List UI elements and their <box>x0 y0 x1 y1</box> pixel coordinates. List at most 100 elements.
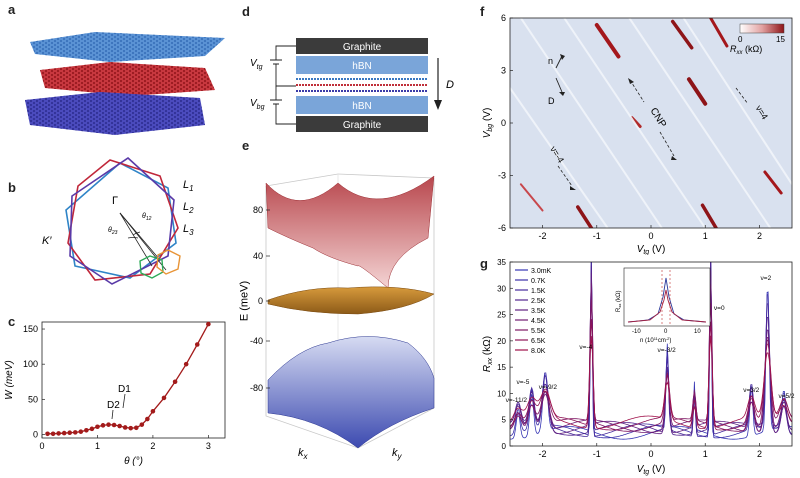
f-faint-feature <box>520 18 663 228</box>
c-data-point <box>117 423 122 429</box>
g-series-5.5K <box>510 299 792 432</box>
panel-e: e -80 -40 0 40 80 E (meV) kx ky <box>238 138 478 478</box>
c-series-line <box>47 323 209 435</box>
heatmap-background <box>510 18 792 228</box>
g-series-8.0K <box>510 335 792 429</box>
inset-ylabel: R <box>616 307 622 312</box>
e-ztick-label: 0 <box>258 296 263 306</box>
f-xtick-label: -1 <box>593 231 601 241</box>
bottom-graphite-layer <box>296 116 428 132</box>
colorbar <box>739 23 785 34</box>
c-ytick-label: 150 <box>23 324 38 334</box>
c-data-point <box>45 431 50 437</box>
inset-xtick-pos: 10 <box>694 329 701 335</box>
D2-annotation: D2 <box>107 400 120 411</box>
top-hbn-layer <box>296 56 428 74</box>
g-annotation: ν=5/2 <box>778 393 794 400</box>
g-legend-label: 8.0K <box>531 348 546 355</box>
c-xtick-label: 1 <box>95 441 100 451</box>
e-zlabel: E (meV) <box>239 281 251 321</box>
colorbar-max: 15 <box>776 35 785 44</box>
c-data-point <box>161 395 167 401</box>
colorbar-label: R <box>730 44 737 54</box>
c-ytick-label: 0 <box>33 429 38 439</box>
g-series-6.5K <box>510 319 792 431</box>
c-plot-frame <box>41 321 226 439</box>
g-annotation: ν=3/2 <box>743 387 759 394</box>
c-data-point <box>56 431 61 436</box>
n-arrow-label: n <box>548 56 553 66</box>
g-annotation: ν=-5 <box>517 379 530 386</box>
c-data-point <box>72 430 78 435</box>
inset-xtick-neg: -10 <box>632 329 641 335</box>
svg-text:kx: kx <box>298 447 309 461</box>
c-data-point <box>67 430 73 436</box>
f-resistance-peak <box>594 23 621 59</box>
L3-label: L <box>183 223 189 235</box>
g-legend-label: 3.5K <box>531 308 546 315</box>
g-legend-label: 3.0mK <box>531 268 552 275</box>
g-xtick-label: 1 <box>703 449 708 459</box>
gamma-label: Γ <box>112 195 118 207</box>
L1-label: L <box>183 179 189 191</box>
bz-hexagon-red <box>67 159 179 281</box>
g-series-1.5K <box>510 262 792 437</box>
D-arrow-label: D <box>548 96 555 106</box>
c-data-point <box>172 379 178 385</box>
band-structure-3d-plot: -80 -40 0 40 80 E (meV) kx ky <box>239 173 435 461</box>
c-data-point <box>78 429 84 434</box>
svg-text:L3: L3 <box>183 223 194 237</box>
panel-label-c: c <box>8 314 16 329</box>
c-data-point <box>111 422 117 428</box>
f-faint-feature <box>682 18 792 185</box>
colorbar-min: 0 <box>738 35 743 44</box>
g-annotation: ν=-11/2 <box>506 397 528 404</box>
g-legend-label: 0.7K <box>531 278 546 285</box>
bz-hexagon-purple <box>69 156 175 285</box>
f-resistance-peak <box>763 170 783 195</box>
brillouin-zone-diagram: Γ K′ L1 L2 L3 θ12 θ23 <box>42 156 194 285</box>
svg-text:Rxx (kΩ): Rxx (kΩ) <box>616 291 622 313</box>
device-stack-schematic: Graphite hBN hBN Graphite Vtg Vbg D <box>250 38 454 132</box>
c-data-point <box>84 427 89 433</box>
panel-label-a: a <box>8 2 16 17</box>
g-series-4.5K <box>510 283 792 433</box>
f-faint-feature <box>628 18 772 228</box>
g-legend-label: 5.5K <box>531 328 546 335</box>
c-data-point <box>194 342 200 347</box>
c-data-point <box>95 424 100 430</box>
displacement-field-label: D <box>446 79 454 91</box>
c-data-point <box>50 431 56 437</box>
vbg-label: V <box>250 98 258 109</box>
c-xtick-label: 2 <box>150 441 155 451</box>
top-hbn-label: hBN <box>352 61 371 72</box>
panel-label-b: b <box>8 180 16 195</box>
g-ytick-label: 30 <box>497 284 506 293</box>
f-xtick-label: 1 <box>703 231 708 241</box>
c-data-point <box>106 422 111 427</box>
panel-d: d Graphite hBN hBN Graphite Vtg Vbg D <box>238 0 478 140</box>
c-data-point <box>89 426 95 432</box>
g-xtick-label: -2 <box>539 449 547 459</box>
svg-text:θ23: θ23 <box>108 227 118 236</box>
c-xtick-label: 0 <box>39 441 44 451</box>
f-ylabel: Vbg (V) <box>482 108 494 139</box>
kx-axis-label: k <box>298 447 304 459</box>
e-ztick-label: 40 <box>253 251 263 261</box>
inset-xtick-zero: 0 <box>664 329 668 335</box>
vtg-label: V <box>250 58 258 69</box>
svg-text:Vbg: Vbg <box>250 98 265 111</box>
panel-f: f -2 -1 0 1 2 -6 -3 0 3 6 Vtg (V) Vbg (V) 0 15 Rxx … <box>478 0 800 255</box>
f-ytick-label: -3 <box>498 171 506 181</box>
panel-a: a <box>0 0 235 150</box>
bottom-hbn-label: hBN <box>352 101 371 112</box>
g-legend-label: 2.5K <box>531 298 546 305</box>
g-ytick-label: 15 <box>497 363 506 372</box>
g-xtick-label: 2 <box>757 449 762 459</box>
top-graphite-layer <box>296 38 428 54</box>
g-legend-label: 1.5K <box>531 288 546 295</box>
c-data-point <box>61 430 67 436</box>
svg-text:L2: L2 <box>183 201 194 215</box>
g-ytick-label: 20 <box>497 337 506 346</box>
